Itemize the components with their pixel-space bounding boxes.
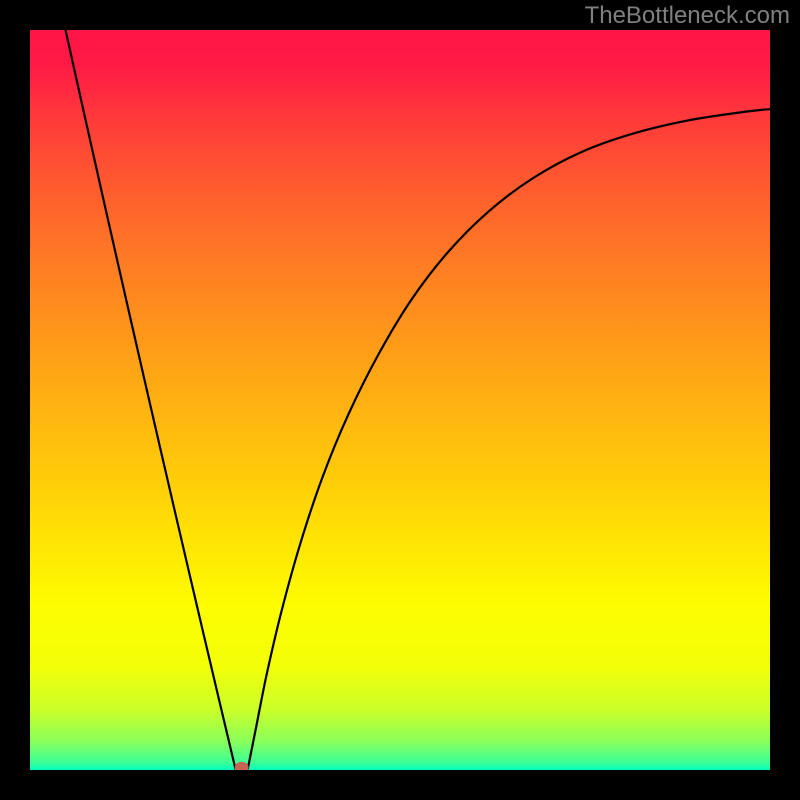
chart-plot-area bbox=[30, 30, 770, 770]
chart-background bbox=[30, 30, 770, 770]
bottleneck-chart bbox=[30, 30, 770, 770]
watermark-text: TheBottleneck.com bbox=[585, 2, 790, 30]
